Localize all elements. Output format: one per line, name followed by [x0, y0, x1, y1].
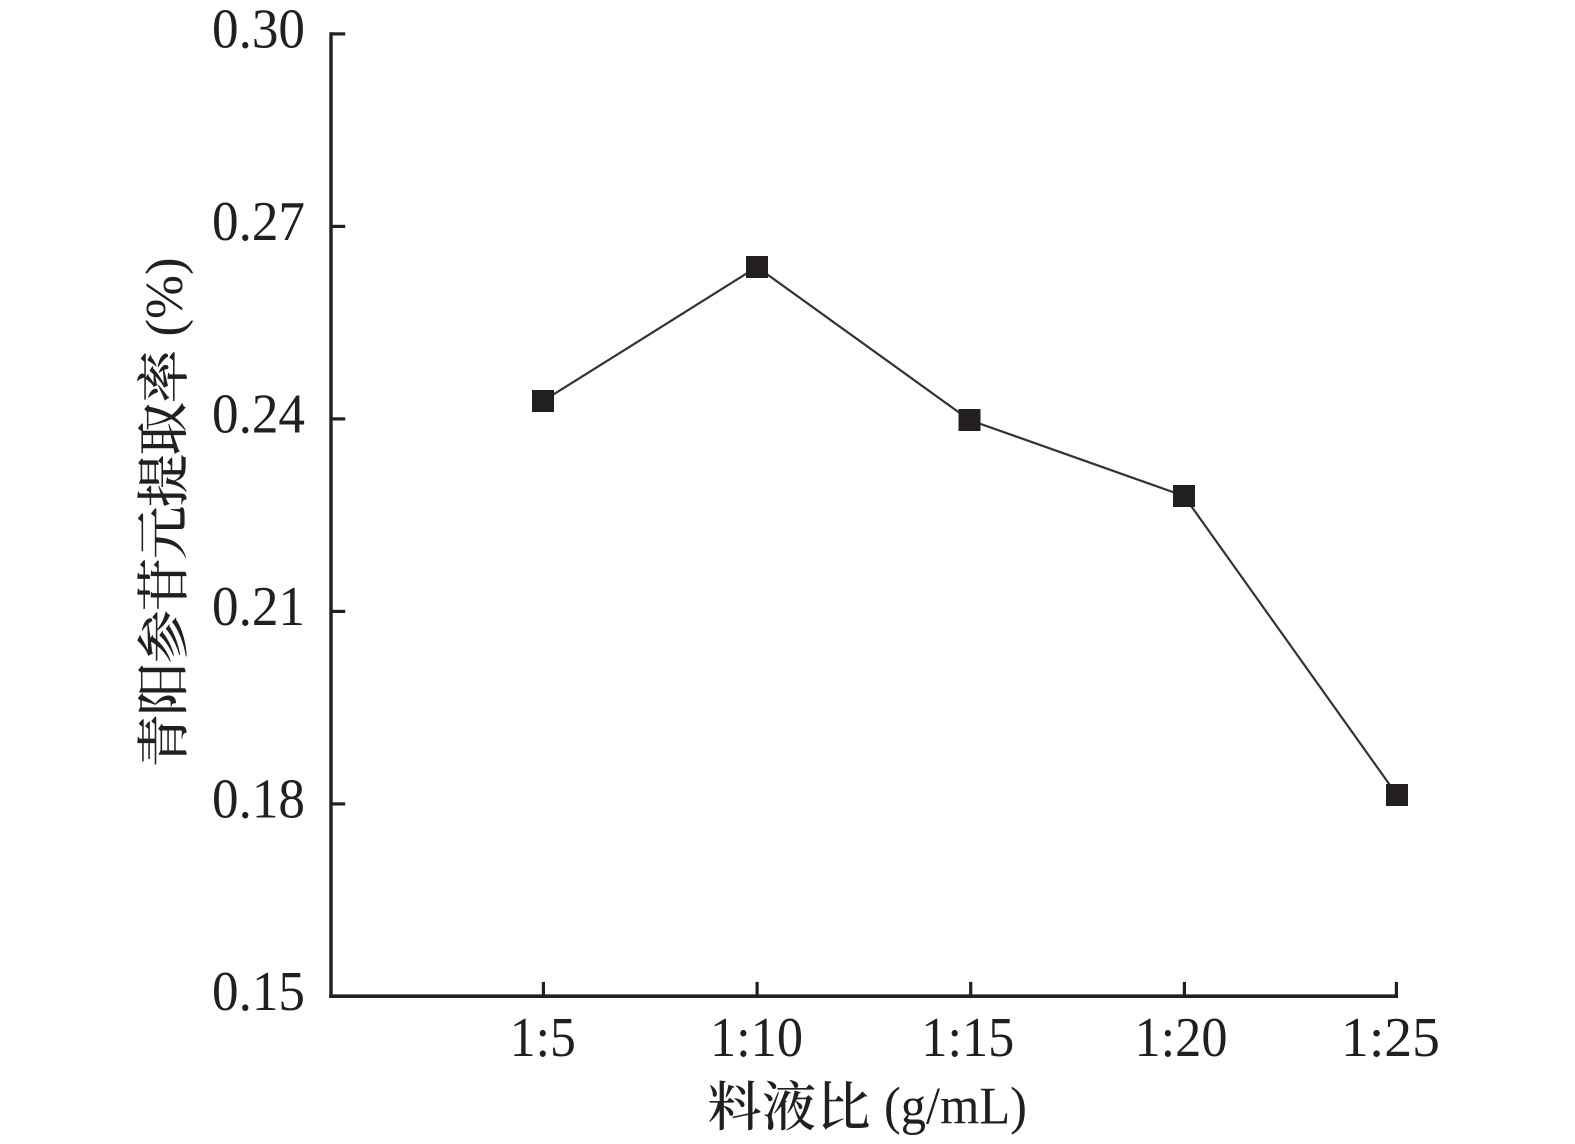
svg-text:1:20: 1:20: [1135, 1007, 1228, 1069]
svg-text:(%): (%): [136, 258, 194, 337]
svg-text:1:10: 1:10: [710, 1007, 803, 1069]
svg-text:0.18: 0.18: [212, 768, 305, 830]
svg-text:1:15: 1:15: [921, 1007, 1014, 1069]
svg-text:0.24: 0.24: [212, 383, 305, 445]
svg-text:1:25: 1:25: [1341, 1007, 1440, 1069]
svg-text:0.15: 0.15: [212, 961, 305, 1023]
svg-text:0.21: 0.21: [212, 576, 305, 638]
svg-text:0.30: 0.30: [212, 0, 305, 60]
svg-text:0.27: 0.27: [212, 191, 305, 253]
svg-text:1:5: 1:5: [510, 1007, 576, 1069]
svg-text:(g/mL): (g/mL): [884, 1078, 1027, 1136]
